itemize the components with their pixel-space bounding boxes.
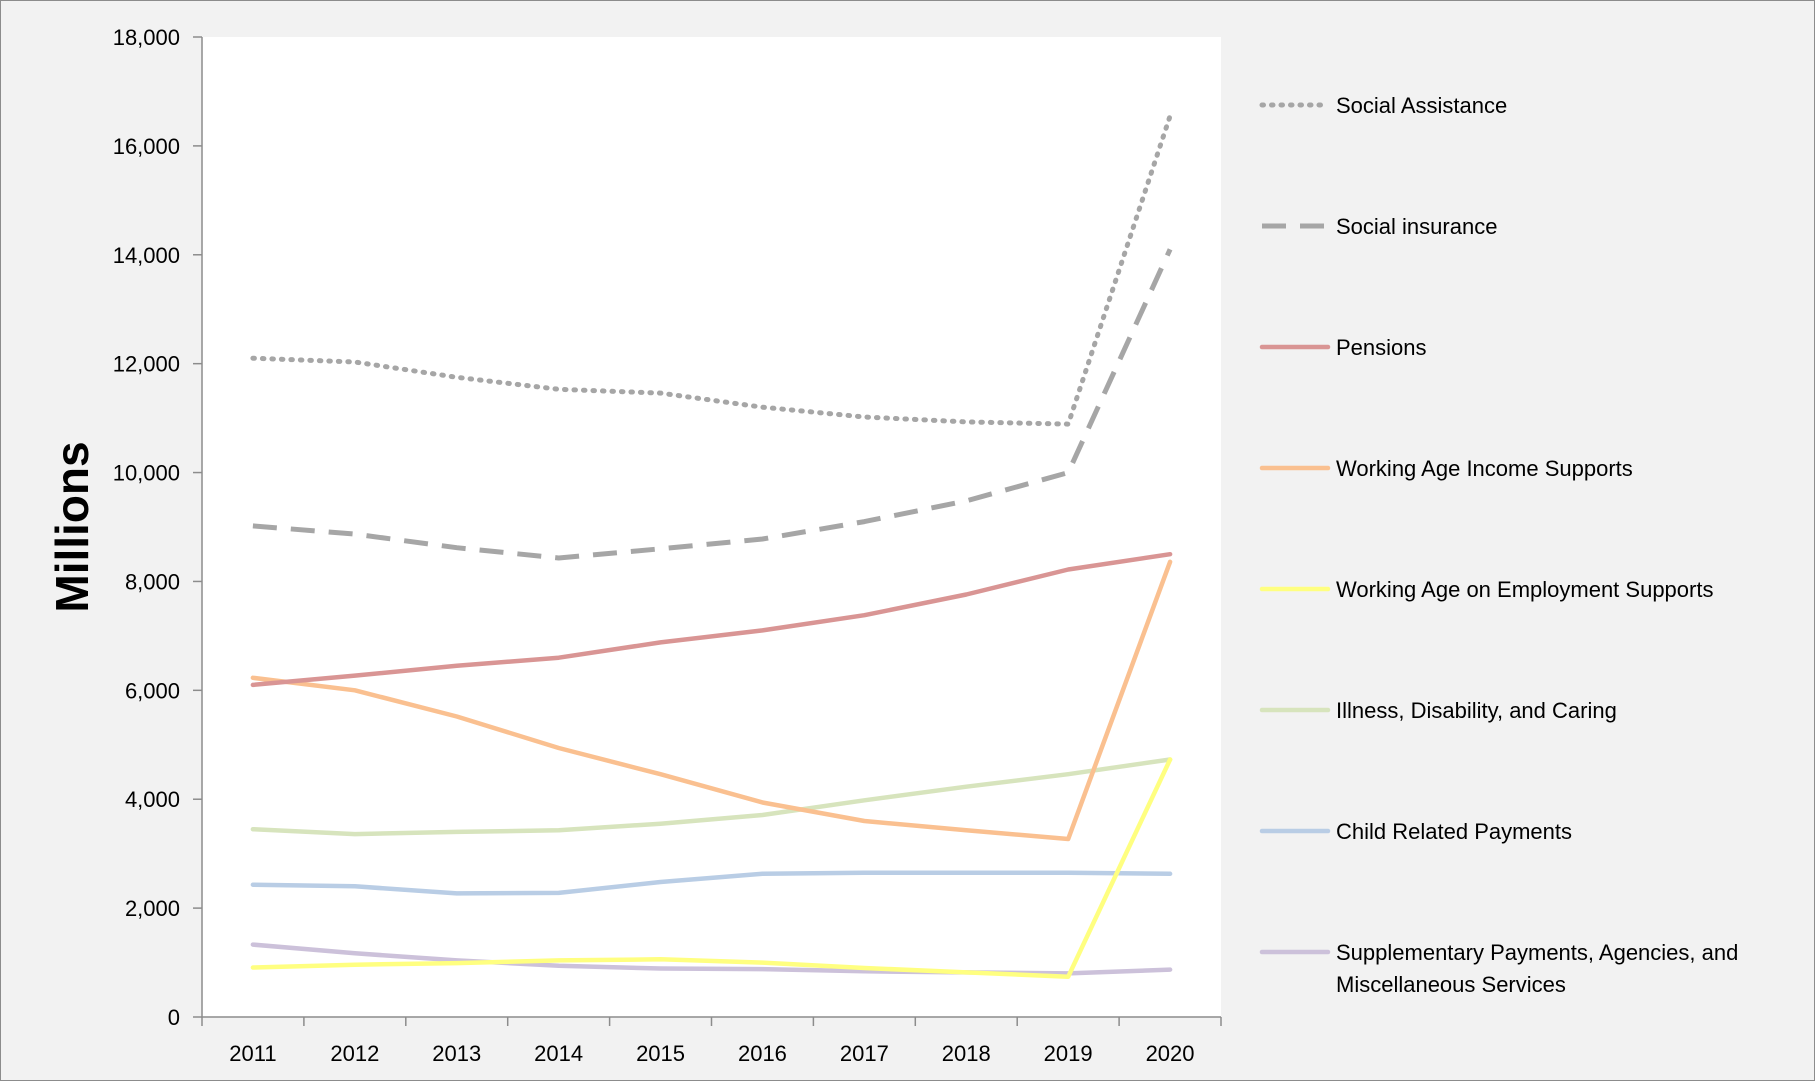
legend-label: Working Age on Employment Supports	[1336, 577, 1713, 602]
x-tick-label: 2014	[534, 1041, 583, 1066]
series-layer	[250, 113, 1173, 979]
x-tick-label: 2019	[1044, 1041, 1093, 1066]
x-tick-label: 2013	[432, 1041, 481, 1066]
y-tick-label: 0	[168, 1005, 180, 1030]
x-tick-label: 2020	[1146, 1041, 1195, 1066]
y-tick-label: 14,000	[113, 243, 180, 268]
y-tick-label: 16,000	[113, 134, 180, 159]
series-line-0	[250, 113, 1173, 427]
series-line-2	[250, 551, 1173, 688]
legend-label: Pensions	[1336, 335, 1427, 360]
legend-label: Social Assistance	[1336, 93, 1507, 118]
series-line-4	[250, 757, 1173, 979]
x-tick-label: 2016	[738, 1041, 787, 1066]
legend: Social Assistance Social insurance Pension…	[1259, 93, 1738, 997]
series-line-3	[250, 559, 1173, 842]
y-tick-label: 18,000	[113, 25, 180, 50]
x-tick-label: 2011	[229, 1041, 276, 1066]
x-tick-label: 2017	[840, 1041, 889, 1066]
series-line-6	[250, 870, 1173, 896]
legend-label: Supplementary Payments, Agencies, and	[1336, 940, 1738, 965]
y-axis: 0 2,000 4,000 6,000 8,000 10,000 12,000 14,000 1…	[113, 25, 203, 1030]
y-tick-label: 2,000	[125, 896, 180, 921]
x-tick-label: 2018	[942, 1041, 991, 1066]
legend-label: Social insurance	[1336, 214, 1497, 239]
y-tick-label: 6,000	[125, 678, 180, 703]
series-line-5	[250, 757, 1173, 837]
legend-label: Working Age Income Supports	[1336, 456, 1633, 481]
series-line-1	[252, 248, 1173, 561]
plot-area-background	[202, 37, 1221, 1017]
y-tick-label: 4,000	[125, 787, 180, 812]
y-axis-title: Millions	[46, 441, 98, 612]
y-tick-label: 12,000	[113, 352, 180, 377]
legend-label: Child Related Payments	[1336, 819, 1572, 844]
legend-label: Illness, Disability, and Caring	[1336, 698, 1617, 723]
y-tick-label: 10,000	[113, 461, 180, 486]
x-tick-label: 2012	[330, 1041, 379, 1066]
x-axis: 2011 2012 2013 2014 2015 2016 2017 2018 2019 2020	[201, 1016, 1222, 1066]
x-tick-label: 2015	[636, 1041, 685, 1066]
legend-label: Miscellaneous Services	[1336, 972, 1566, 997]
y-tick-label: 8,000	[125, 569, 180, 594]
